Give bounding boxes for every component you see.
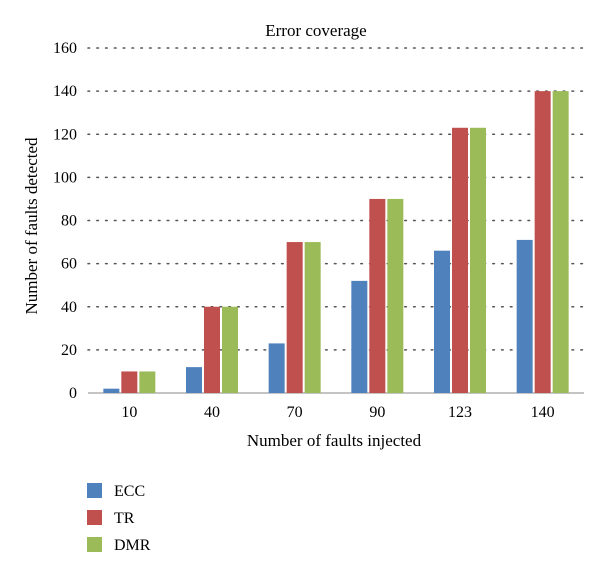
x-tick-label: 140 (531, 404, 555, 421)
bar-ecc-40 (186, 367, 202, 393)
x-tick-labels: 10 40 70 90 123 140 (121, 404, 554, 421)
bar-ecc-123 (434, 250, 450, 393)
gridlines (87, 47, 585, 394)
y-tick-label: 40 (61, 299, 77, 316)
x-tick-label: 90 (369, 404, 385, 421)
legend: ECC TR DMR (87, 483, 151, 554)
bar-tr-90 (369, 198, 386, 393)
y-tick-label: 100 (53, 169, 77, 186)
bar-dmr-123 (470, 127, 486, 393)
y-tick-label: 80 (61, 213, 77, 230)
bar-dmr-140 (552, 91, 569, 393)
y-tick-label: 0 (69, 385, 77, 402)
bar-tr-70 (286, 242, 303, 393)
y-tick-label: 160 (53, 40, 77, 57)
bar-tr-10 (121, 371, 138, 393)
x-tick-label: 10 (121, 404, 137, 421)
bar-tr-140 (534, 91, 551, 393)
x-tick-label: 123 (448, 404, 472, 421)
bar-dmr-10 (139, 371, 156, 393)
legend-swatch-tr (87, 510, 102, 525)
y-tick-labels: 0 20 40 60 80 100 120 140 160 (53, 40, 77, 402)
bar-dmr-40 (222, 306, 238, 393)
y-tick-label: 20 (61, 342, 77, 359)
bar-dmr-90 (387, 198, 404, 393)
bar-ecc-70 (268, 343, 285, 393)
y-tick-label: 120 (53, 126, 77, 143)
chart-title: Error coverage (265, 21, 366, 40)
y-tick-label: 140 (53, 83, 77, 100)
bar-tr-123 (452, 127, 468, 393)
bar-tr-40 (204, 306, 220, 393)
bar-dmr-70 (304, 242, 321, 393)
x-tick-label: 40 (204, 404, 220, 421)
legend-label-dmr: DMR (114, 537, 151, 554)
legend-label-tr: TR (114, 510, 135, 527)
x-axis-title: Number of faults injected (247, 431, 422, 450)
legend-swatch-dmr (87, 537, 102, 552)
bars (103, 91, 569, 393)
bar-ecc-10 (103, 388, 120, 393)
legend-swatch-ecc (87, 483, 102, 498)
bar-ecc-90 (351, 280, 368, 393)
x-tick-label: 70 (287, 404, 303, 421)
legend-label-ecc: ECC (114, 483, 145, 500)
y-tick-label: 60 (61, 256, 77, 273)
y-axis-title: Number of faults detected (22, 137, 41, 315)
bar-ecc-140 (516, 239, 533, 393)
